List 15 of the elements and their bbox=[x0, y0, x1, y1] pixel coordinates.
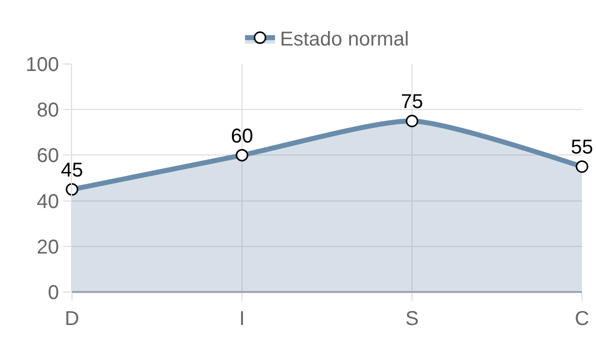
data-label: 55 bbox=[570, 136, 594, 159]
data-label: 45 bbox=[60, 160, 84, 182]
y-tick-label: 80 bbox=[36, 100, 59, 122]
y-tick-label: 0 bbox=[48, 282, 59, 304]
data-label: 60 bbox=[230, 125, 254, 148]
y-tick-label: 100 bbox=[26, 54, 59, 76]
data-label: 75 bbox=[400, 91, 424, 114]
legend-label: Estado normal bbox=[280, 28, 409, 50]
x-tick-label: I bbox=[239, 308, 245, 330]
y-tick-label: 60 bbox=[36, 145, 59, 168]
x-tick-label: D bbox=[64, 308, 80, 330]
x-tick-label: C bbox=[574, 308, 590, 330]
y-tick-label: 40 bbox=[36, 190, 59, 213]
x-tick-label: S bbox=[405, 308, 419, 330]
y-tick-label: 20 bbox=[36, 236, 59, 258]
